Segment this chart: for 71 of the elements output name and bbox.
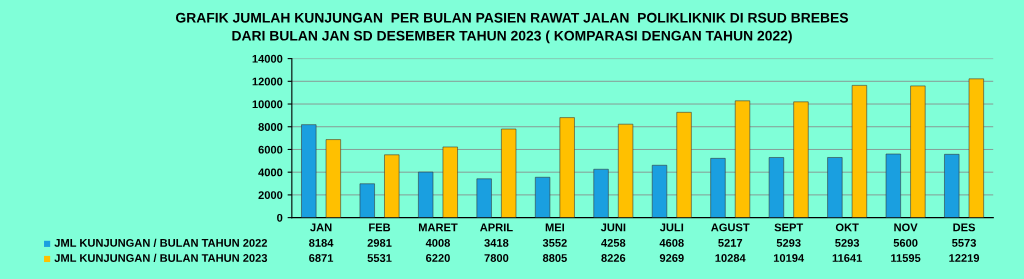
bar	[734, 100, 751, 218]
data-label: 5531	[367, 254, 392, 262]
bar	[827, 157, 843, 218]
x-tick-label: JAN	[310, 223, 332, 232]
bar	[910, 85, 926, 218]
bar	[535, 176, 551, 218]
y-tick-label: 6000	[258, 145, 283, 154]
data-label: 9269	[659, 254, 684, 262]
y-tick-label: 2000	[258, 191, 283, 200]
bar	[944, 154, 960, 218]
bar	[384, 154, 400, 218]
bar	[418, 171, 434, 218]
data-label: 4258	[601, 238, 626, 247]
y-tick-label: 8000	[258, 123, 283, 131]
data-label: 3552	[542, 238, 567, 247]
x-tick-label: MARET	[418, 223, 458, 232]
data-label: 5573	[952, 238, 977, 247]
data-label: 4008	[425, 238, 450, 247]
y-tick-label: 0	[277, 213, 283, 222]
y-tick-label: 10000	[252, 100, 283, 109]
bar	[476, 178, 492, 218]
x-tick-label: DES	[953, 223, 976, 232]
bar	[768, 157, 784, 218]
bar	[710, 158, 726, 218]
x-tick-label: OKT	[835, 223, 859, 232]
bar	[618, 123, 634, 218]
data-label: 3418	[484, 238, 509, 247]
data-label: 8805	[542, 254, 567, 262]
data-label: 5293	[776, 238, 801, 247]
bar	[793, 101, 809, 218]
x-tick-label: JULI	[659, 223, 684, 232]
data-label: 11595	[891, 254, 921, 262]
x-tick-label: APRIL	[480, 223, 513, 232]
chart-title: GRAFIK JUMLAH KUNJUNGAN PER BULAN PASIEN RAWAT JALAN POLIKLIKNIK DI RSUD BREBES DARI BULAN JAN SD DESEMBER TAHUN 2023 ( KOMPARASI DENGAN TAHUN 2022)	[176, 12, 849, 44]
x-tick-label: AGUST	[711, 223, 750, 232]
bar	[651, 165, 668, 218]
data-label: 2981	[367, 238, 392, 247]
data-label: 5600	[893, 238, 918, 247]
data-label: 12219	[949, 254, 980, 262]
bar	[359, 183, 375, 218]
bar	[301, 124, 317, 218]
x-tick-label: MEI	[545, 223, 565, 232]
bar	[325, 139, 341, 218]
bar	[442, 146, 458, 218]
data-label: 10194	[773, 254, 805, 262]
y-tick-label: 12000	[252, 77, 283, 86]
y-tick-label: 4000	[258, 168, 283, 177]
bar	[851, 85, 868, 218]
data-label: 7800	[484, 254, 509, 262]
bar	[885, 153, 901, 218]
data-label: 8184	[309, 238, 334, 247]
data-label: 4608	[659, 238, 684, 247]
bar	[968, 78, 984, 218]
bar	[501, 128, 517, 218]
data-label: 11641	[832, 254, 862, 262]
data-label: 10284	[715, 254, 746, 262]
data-label: 5293	[835, 238, 860, 247]
bar	[676, 112, 692, 218]
legend-label: JML KUNJUNGAN / BULAN TAHUN 2023	[54, 253, 268, 263]
x-tick-label: SEPT	[774, 223, 804, 232]
x-tick-label: JUNI	[600, 223, 626, 232]
data-label: 6220	[426, 254, 450, 262]
legend-label: JML KUNJUNGAN / BULAN TAHUN 2022	[54, 238, 268, 247]
y-tick-label: 14000	[252, 54, 283, 63]
x-tick-label: FEB	[369, 223, 391, 232]
data-label: 8226	[601, 254, 626, 262]
bar	[593, 168, 609, 218]
data-label: 6871	[309, 254, 334, 262]
x-tick-label: NOV	[894, 223, 918, 232]
data-label: 5217	[718, 238, 743, 247]
bar	[559, 117, 575, 218]
